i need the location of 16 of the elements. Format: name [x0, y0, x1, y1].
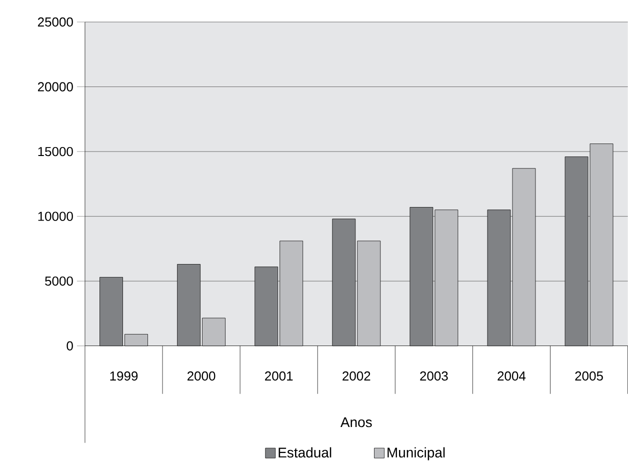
y-tick-label: 15000 — [38, 147, 73, 156]
x-tick-label: 2000 — [188, 371, 216, 381]
x-tick-label: 2003 — [420, 371, 448, 381]
y-tick-label: 5000 — [45, 276, 73, 286]
x-tick-label: 2001 — [265, 371, 293, 381]
x-tick-label: 2005 — [575, 371, 603, 381]
y-tick-label: 10000 — [38, 212, 73, 222]
y-tick-label: 0 — [66, 341, 73, 351]
x-axis-title: Anos — [340, 417, 372, 428]
legend-label: Municipal — [388, 447, 445, 460]
legend-label: Estadual — [278, 447, 332, 458]
y-tick-label: 25000 — [38, 17, 73, 27]
x-tick-label: 2004 — [498, 371, 526, 381]
x-tick-label: 1999 — [110, 371, 138, 381]
x-tick-label: 2002 — [342, 371, 370, 381]
y-tick-label: 20000 — [38, 82, 73, 92]
